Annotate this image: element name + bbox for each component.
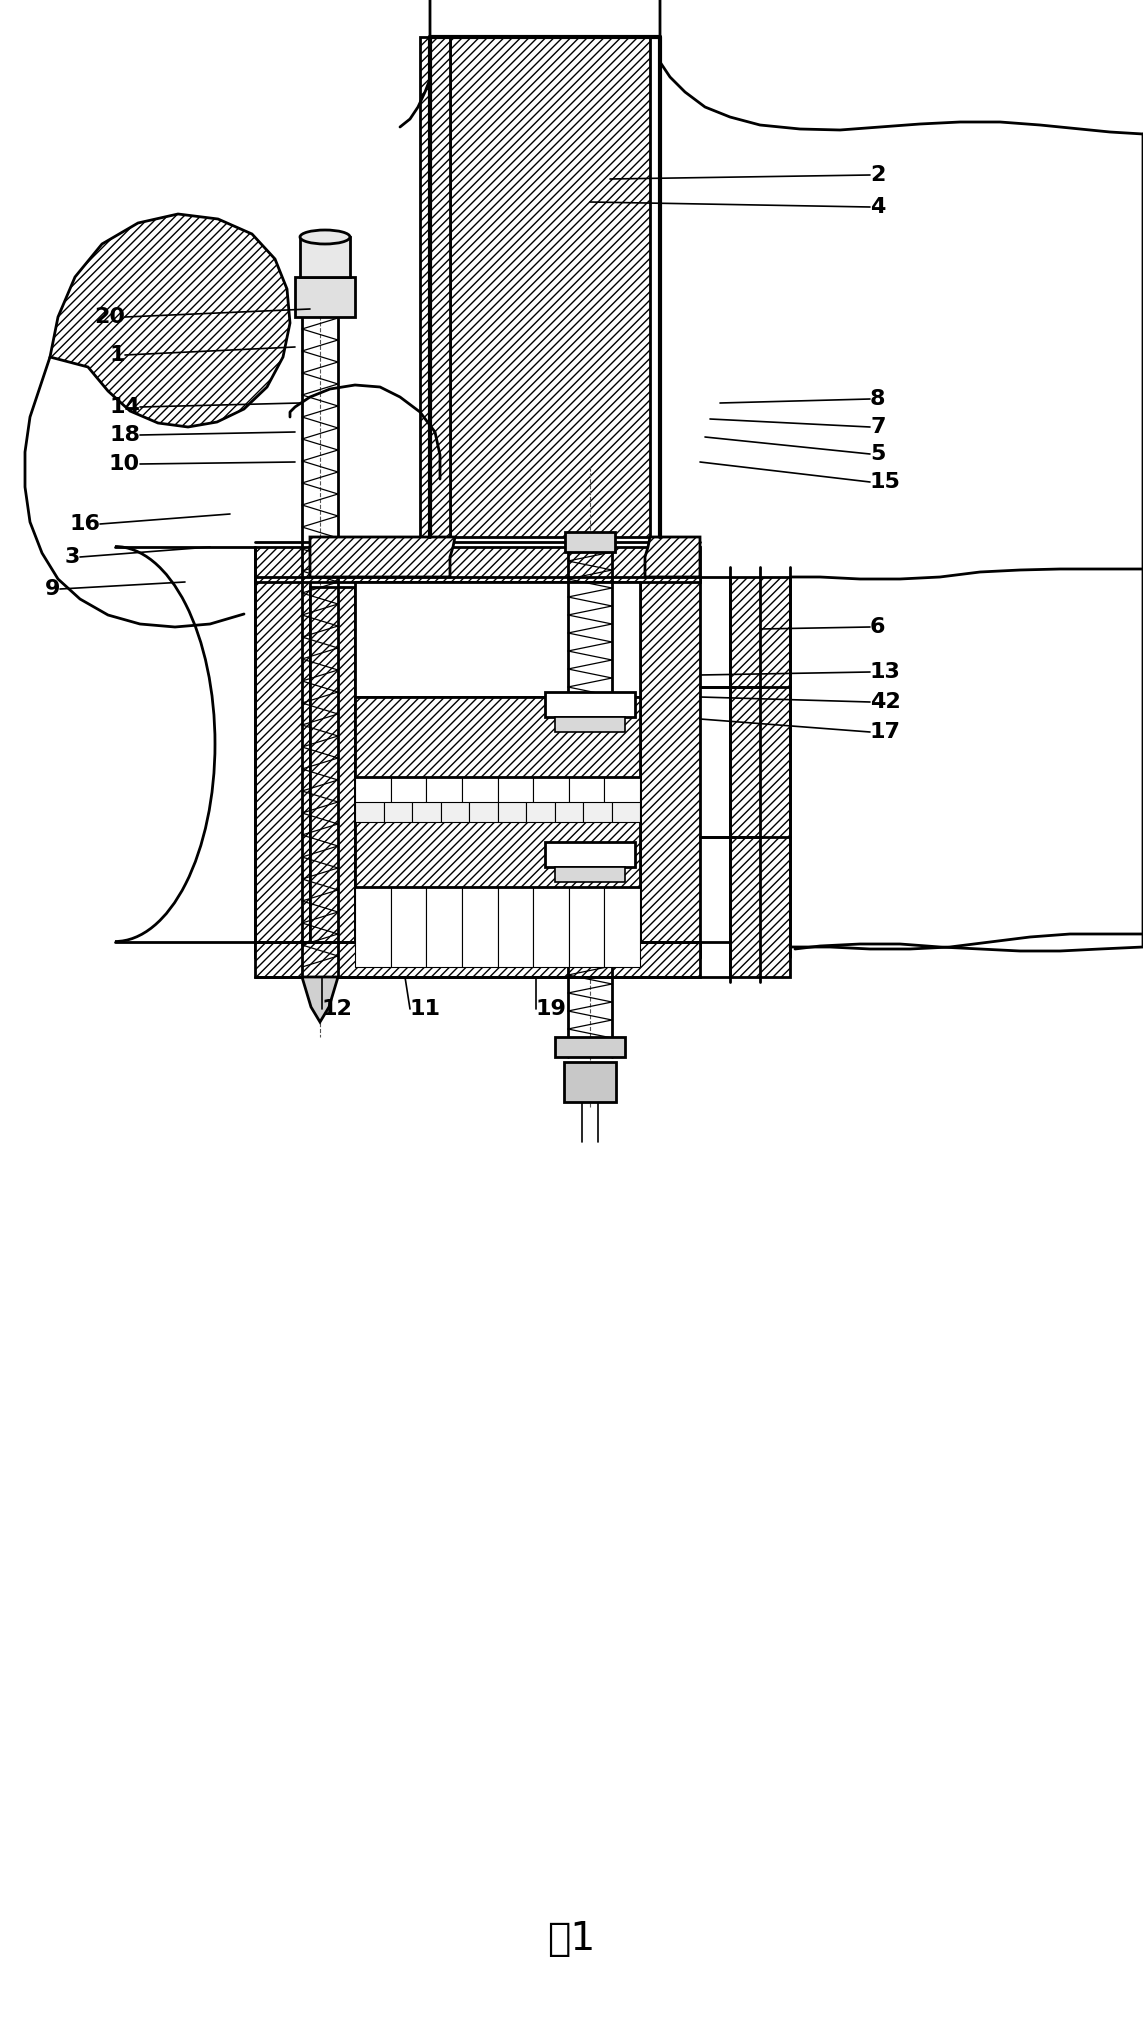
Polygon shape <box>355 583 640 941</box>
Polygon shape <box>569 886 605 968</box>
Text: 19: 19 <box>536 998 567 1018</box>
Polygon shape <box>640 576 700 957</box>
Text: 2: 2 <box>870 165 886 185</box>
Text: 4: 4 <box>870 198 886 218</box>
Text: 12: 12 <box>322 998 353 1018</box>
Polygon shape <box>419 37 450 538</box>
Polygon shape <box>310 538 455 576</box>
Polygon shape <box>545 693 636 717</box>
Polygon shape <box>533 752 569 831</box>
Polygon shape <box>50 214 290 428</box>
Polygon shape <box>426 752 462 831</box>
Text: 16: 16 <box>69 513 99 534</box>
Polygon shape <box>255 548 700 583</box>
Text: 14: 14 <box>109 397 139 418</box>
Polygon shape <box>355 886 391 968</box>
Polygon shape <box>440 803 469 823</box>
Text: 7: 7 <box>870 418 886 438</box>
Polygon shape <box>555 868 625 882</box>
Polygon shape <box>355 807 640 886</box>
Polygon shape <box>450 37 650 538</box>
Polygon shape <box>384 803 411 823</box>
Polygon shape <box>355 803 384 823</box>
Polygon shape <box>555 717 625 731</box>
Polygon shape <box>391 886 426 968</box>
Text: 42: 42 <box>870 693 901 713</box>
Text: 13: 13 <box>870 662 901 682</box>
Polygon shape <box>255 576 310 957</box>
Polygon shape <box>583 803 612 823</box>
Polygon shape <box>469 803 497 823</box>
Text: 10: 10 <box>109 454 139 475</box>
Polygon shape <box>391 752 426 831</box>
Polygon shape <box>426 886 462 968</box>
Text: 图1: 图1 <box>547 1921 596 1958</box>
Polygon shape <box>355 697 640 776</box>
Polygon shape <box>605 886 640 968</box>
Polygon shape <box>545 841 636 868</box>
Polygon shape <box>310 587 355 947</box>
Polygon shape <box>533 886 569 968</box>
Polygon shape <box>645 538 700 576</box>
Text: 20: 20 <box>94 308 125 328</box>
Polygon shape <box>355 807 640 886</box>
Polygon shape <box>565 532 615 552</box>
Polygon shape <box>355 697 640 776</box>
Text: 1: 1 <box>110 344 125 365</box>
Polygon shape <box>462 752 497 831</box>
Text: 18: 18 <box>109 426 139 444</box>
Text: 17: 17 <box>870 721 901 741</box>
Polygon shape <box>355 752 391 831</box>
Text: 5: 5 <box>870 444 886 464</box>
Polygon shape <box>563 1061 616 1102</box>
Polygon shape <box>730 576 790 978</box>
Polygon shape <box>526 803 554 823</box>
Polygon shape <box>497 803 526 823</box>
Polygon shape <box>255 941 700 978</box>
Polygon shape <box>497 886 533 968</box>
Text: 8: 8 <box>870 389 886 409</box>
Text: 3: 3 <box>65 548 80 566</box>
Polygon shape <box>555 1037 625 1057</box>
Ellipse shape <box>299 230 350 244</box>
Polygon shape <box>569 752 605 831</box>
Polygon shape <box>612 803 640 823</box>
Polygon shape <box>554 803 583 823</box>
Text: 11: 11 <box>410 998 441 1018</box>
Text: 9: 9 <box>45 579 59 599</box>
Polygon shape <box>411 803 440 823</box>
Polygon shape <box>295 277 355 318</box>
Polygon shape <box>497 752 533 831</box>
Polygon shape <box>302 978 338 1023</box>
Text: 6: 6 <box>870 617 886 638</box>
Polygon shape <box>605 752 640 831</box>
Polygon shape <box>299 236 350 277</box>
Polygon shape <box>462 886 497 968</box>
Text: 15: 15 <box>870 473 901 493</box>
